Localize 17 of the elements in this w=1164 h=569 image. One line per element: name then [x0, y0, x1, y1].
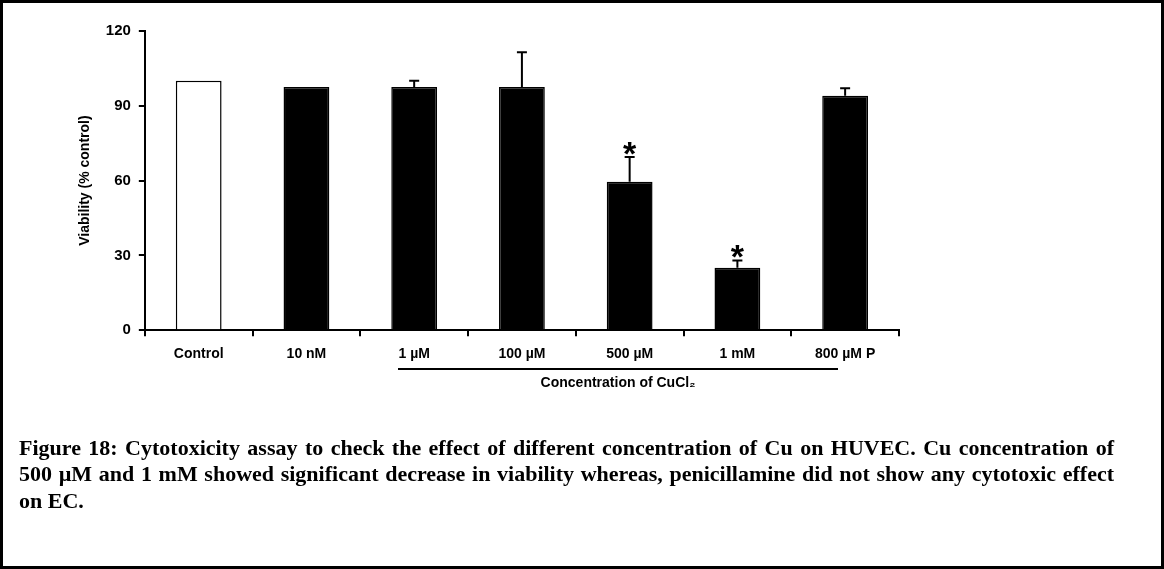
caption: Figure 18: Cytotoxicity assay to check the effect of different concentration of Cu on HUVEC. Cu concentration of 500 µM and 1 mM showed significant decrease in viability whereas, penicillamine did not show any cytotoxic effect on EC. — [19, 435, 1114, 515]
annotation: * — [623, 133, 638, 172]
annotation: * — [730, 237, 745, 276]
y-tick-label: 60 — [114, 170, 131, 188]
x-tick-label: 500 µM — [606, 345, 654, 362]
y-tick-label: 90 — [114, 95, 131, 113]
x-tick-label: 100 µM — [498, 345, 546, 362]
x-axis-title: Concentration of CuCl₂ — [398, 368, 838, 390]
y-axis-title: Viability (% control) — [76, 115, 93, 246]
x-tick-label: Control — [173, 345, 224, 362]
x-tick-label: 1 mM — [719, 345, 756, 362]
x-tick-label: 10 nM — [286, 345, 327, 362]
y-tick-label: 0 — [122, 320, 131, 338]
y-tick-label: 30 — [114, 245, 131, 263]
x-tick-label: 800 µM P — [815, 345, 876, 362]
y-tick-label: 120 — [105, 21, 131, 39]
x-tick-label: 1 µM — [398, 345, 430, 362]
